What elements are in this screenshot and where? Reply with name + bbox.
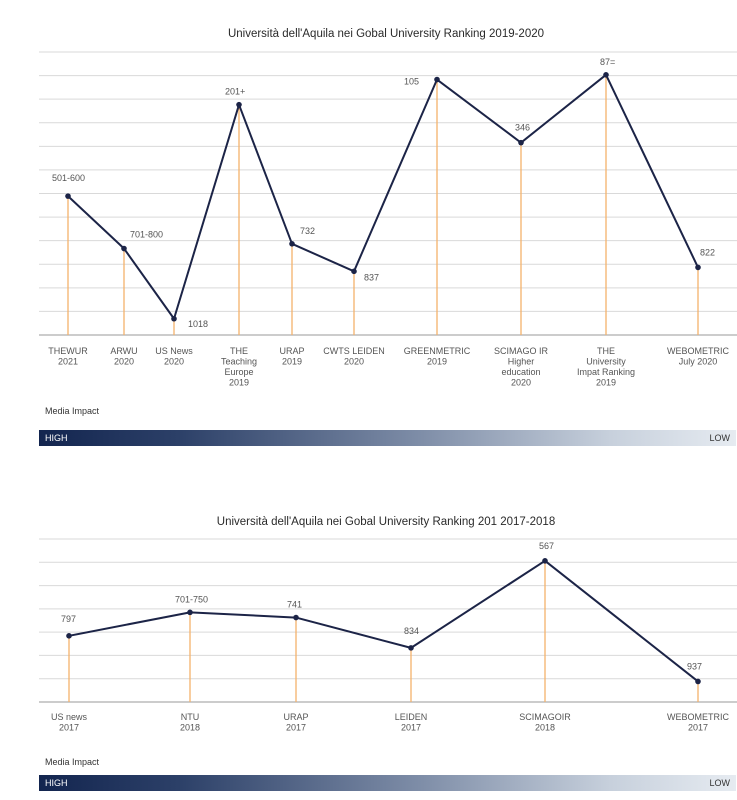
data-label: 105 bbox=[404, 77, 419, 87]
data-point bbox=[351, 268, 357, 275]
impact-low-label: LOW bbox=[709, 778, 730, 788]
data-label: 201+ bbox=[225, 87, 245, 97]
series-line bbox=[68, 559, 699, 683]
data-point bbox=[66, 633, 72, 639]
data-point bbox=[171, 315, 177, 322]
data-point bbox=[603, 71, 609, 78]
tick-label: CWTS LEIDEN 2020 bbox=[323, 346, 385, 367]
tick-label: URAP 2017 bbox=[283, 712, 308, 733]
data-label: 822 bbox=[700, 247, 715, 257]
data-point bbox=[695, 264, 701, 271]
tick-label: SCIMAGOIR 2018 bbox=[519, 712, 571, 733]
impact-high-label: HIGH bbox=[45, 433, 68, 443]
impact-high-label: HIGH bbox=[45, 778, 68, 788]
ranking-chart-2017-2018: Università dell'Aquila nei Gobal Univers… bbox=[39, 516, 737, 733]
tick-label: US news 2017 bbox=[51, 712, 88, 733]
chart-panel-2019-2020: Università dell'Aquila nei Gobal Univers… bbox=[39, 28, 737, 446]
tick-label: WEBOMETRIC 2017 bbox=[667, 712, 729, 733]
media-impact-bar: HIGH LOW bbox=[39, 430, 736, 446]
media-impact-bar: HIGH LOW bbox=[39, 775, 736, 791]
data-label: 1018 bbox=[188, 319, 208, 329]
ranking-chart-2019-2020: Università dell'Aquila nei Gobal Univers… bbox=[39, 28, 737, 388]
data-label: 501-600 bbox=[52, 173, 85, 183]
data-point bbox=[695, 678, 701, 685]
tick-label: THEWUR 2021 bbox=[48, 346, 88, 367]
media-impact-caption: Media Impact bbox=[45, 757, 100, 767]
tick-label: THE Teaching Europe 2019 bbox=[221, 346, 257, 388]
data-point bbox=[65, 193, 71, 199]
data-label: 834 bbox=[404, 626, 419, 636]
data-label: 701-800 bbox=[130, 230, 163, 240]
data-label: 732 bbox=[300, 226, 315, 236]
data-point bbox=[542, 558, 548, 564]
data-label: 837 bbox=[364, 272, 379, 282]
tick-label: GREENMETRIC 2019 bbox=[404, 346, 471, 367]
tick-label: SCIMAGO IR Higher education 2020 bbox=[494, 346, 549, 388]
data-label: 937 bbox=[687, 661, 702, 671]
data-point bbox=[289, 241, 295, 247]
chart-panel-2017-2018: Università dell'Aquila nei Gobal Univers… bbox=[0, 505, 737, 800]
tick-label: THE University Impat Ranking 2019 bbox=[577, 346, 635, 388]
data-label: 741 bbox=[287, 600, 302, 610]
tick-label: LEIDEN 2017 bbox=[395, 712, 428, 733]
data-point bbox=[434, 76, 440, 83]
data-point bbox=[518, 139, 524, 146]
data-label: 346 bbox=[515, 123, 530, 133]
impact-low-label: LOW bbox=[709, 433, 730, 443]
tick-label: NTU 2018 bbox=[180, 712, 200, 733]
data-label: 567 bbox=[539, 541, 554, 551]
media-impact-caption: Media Impact bbox=[45, 406, 100, 416]
data-label: 87= bbox=[600, 57, 615, 67]
data-label: 797 bbox=[61, 614, 76, 624]
series-line bbox=[67, 73, 699, 320]
tick-label: WEBOMETRIC July 2020 bbox=[667, 346, 729, 367]
data-label: 701-750 bbox=[175, 594, 208, 604]
chart-title: Università dell'Aquila nei Gobal Univers… bbox=[228, 28, 544, 40]
data-point bbox=[408, 645, 414, 651]
data-point bbox=[187, 609, 193, 616]
data-point bbox=[236, 101, 242, 108]
data-point bbox=[293, 614, 299, 621]
tick-label: URAP 2019 bbox=[279, 346, 304, 367]
chart-title: Università dell'Aquila nei Gobal Univers… bbox=[217, 516, 555, 528]
tick-label: ARWU 2020 bbox=[110, 346, 137, 367]
tick-label: US News 2020 bbox=[155, 346, 193, 367]
data-point bbox=[121, 245, 127, 252]
